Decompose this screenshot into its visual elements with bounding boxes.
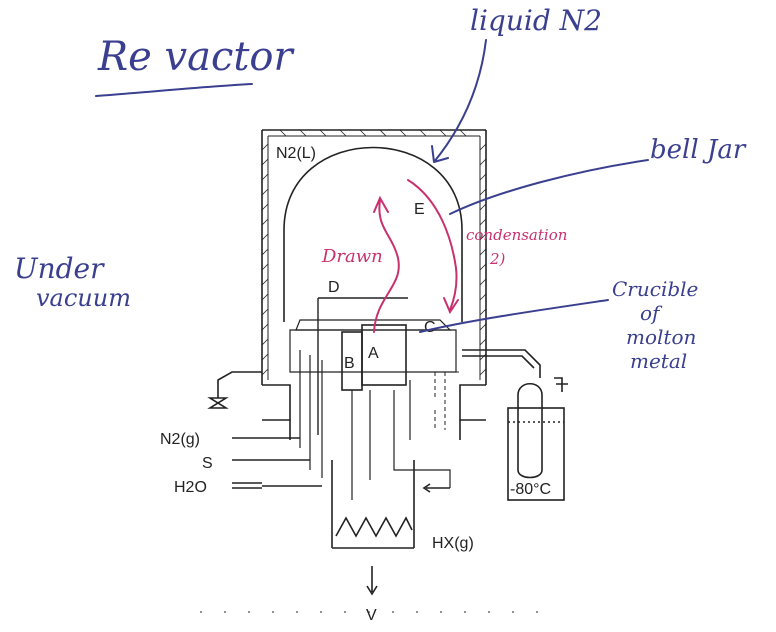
under-vacuum-line1: Under: [14, 252, 105, 285]
left-valve: [207, 371, 262, 409]
label-n2-gas: N2(g): [160, 431, 200, 448]
crucible-line1: Crucible: [612, 277, 698, 301]
crucible-pointer: [419, 299, 609, 333]
label-hx-gas: HX(g): [432, 535, 474, 552]
label-v: V: [366, 607, 377, 624]
title-underline: [95, 83, 253, 97]
condensation-line1: condensation: [466, 226, 567, 244]
shutter-d: [317, 297, 408, 435]
bell-jar-annotation: bell Jar: [650, 135, 747, 165]
label-d: D: [328, 279, 340, 296]
dewar-outer-wall: [261, 129, 487, 385]
label-n2-liquid: N2(L): [276, 145, 316, 162]
apparatus-drawing: [200, 129, 568, 613]
label-a: A: [368, 345, 379, 362]
cold-trap: [507, 377, 568, 501]
liquid-n2-annotation: liquid N2: [470, 4, 602, 37]
label-h2o: H2O: [174, 479, 207, 496]
printed-labels: N2(L) E D C A B N2(g) S H2O HX(g) V -80°…: [160, 145, 551, 624]
drawn-annotation: Drawn: [321, 246, 383, 267]
lower-housing: [289, 420, 461, 549]
label-s: S: [202, 455, 213, 472]
crucible-line4: metal: [630, 349, 687, 373]
title-annotation: Re vactor: [97, 34, 296, 80]
label-cold-trap-temp: -80°C: [510, 481, 551, 498]
label-e: E: [414, 201, 425, 218]
liquid-n2-pointer: [431, 39, 487, 163]
crucible-line2: of: [640, 301, 663, 325]
label-c: C: [424, 319, 436, 336]
condensation-line2: 2): [489, 250, 506, 268]
condensation-arrow: [407, 179, 459, 315]
bell-jar-dome: [283, 146, 463, 322]
crucible-line3: molton: [626, 325, 696, 349]
under-vacuum-line2: vacuum: [36, 284, 131, 312]
exit-tube: [462, 349, 541, 378]
inlet-lines: [232, 437, 262, 489]
label-b: B: [344, 355, 355, 372]
base-plate: [262, 384, 486, 421]
drawn-arrow: [373, 195, 400, 333]
bell-jar-pointer: [449, 159, 649, 215]
vacuum-arrow: [366, 566, 378, 596]
handwritten-annotations: Re vactor liquid N2 bell Jar Under vacuu…: [14, 4, 747, 373]
heater-coil: [335, 516, 413, 538]
